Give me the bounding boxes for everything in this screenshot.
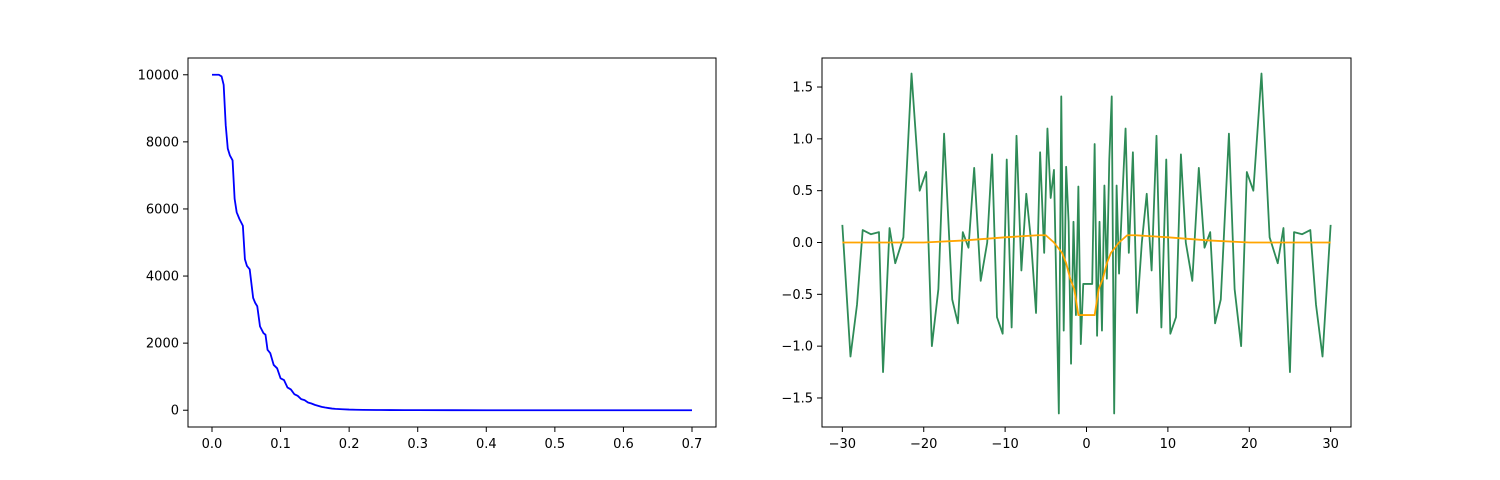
chart0-xtick-label: 0.5 xyxy=(545,437,566,452)
chart0-ytick-label: 4000 xyxy=(146,270,179,285)
chart1-xtick-label: 0 xyxy=(1082,437,1090,452)
chart0-axes-frame xyxy=(187,57,717,428)
chart1-ytick-label: −1.5 xyxy=(781,391,813,406)
chart1-xtick-label: 10 xyxy=(1160,437,1177,452)
chart1-ytick-label: −0.5 xyxy=(781,288,813,303)
chart1-xtick-label: −10 xyxy=(991,437,1018,452)
chart1-ytick-label: −1.0 xyxy=(781,340,813,355)
chart0-ytick-label: 2000 xyxy=(146,337,179,352)
chart0-xtick-label: 0.3 xyxy=(407,437,428,452)
chart0-xtick-label: 0.1 xyxy=(270,437,291,452)
chart0-xtick-label: 0.7 xyxy=(682,437,703,452)
chart0-ytick-label: 6000 xyxy=(146,202,179,217)
chart1-xtick-label: 20 xyxy=(1241,437,1258,452)
chart0-xtick-label: 0.0 xyxy=(202,437,223,452)
right-chart: −30 −20 −10 0 10 20 30 −1.5 −1.0 −0.5 0.0 0.5 1.0 1.5 xyxy=(781,57,1352,452)
chart1-series-0-line xyxy=(841,72,1332,415)
chart1-xtick-label: −30 xyxy=(829,437,856,452)
chart1-xtick-label: −20 xyxy=(910,437,937,452)
chart0-series-0-line xyxy=(212,73,692,412)
left-chart: 0.0 0.1 0.2 0.3 0.4 0.5 0.6 0.7 0 2000 4000 6000 800… xyxy=(138,57,717,452)
chart0-xtick-label: 0.6 xyxy=(613,437,634,452)
chart1-ytick-label: 1.0 xyxy=(792,132,813,147)
chart0-xtick-label: 0.2 xyxy=(339,437,360,452)
chart1-xtick-label: 30 xyxy=(1322,437,1339,452)
chart0-xtick-label: 0.4 xyxy=(476,437,497,452)
chart0-ytick-label: 0 xyxy=(171,404,179,419)
chart1-ytick-label: 0.0 xyxy=(792,236,813,251)
chart1-ytick-label: 0.5 xyxy=(792,184,813,199)
chart1-series-1-line xyxy=(842,234,1331,316)
chart0-ytick-label: 8000 xyxy=(146,135,179,150)
chart0-ytick-label: 10000 xyxy=(138,68,179,83)
chart1-ytick-label: 1.5 xyxy=(792,81,813,96)
